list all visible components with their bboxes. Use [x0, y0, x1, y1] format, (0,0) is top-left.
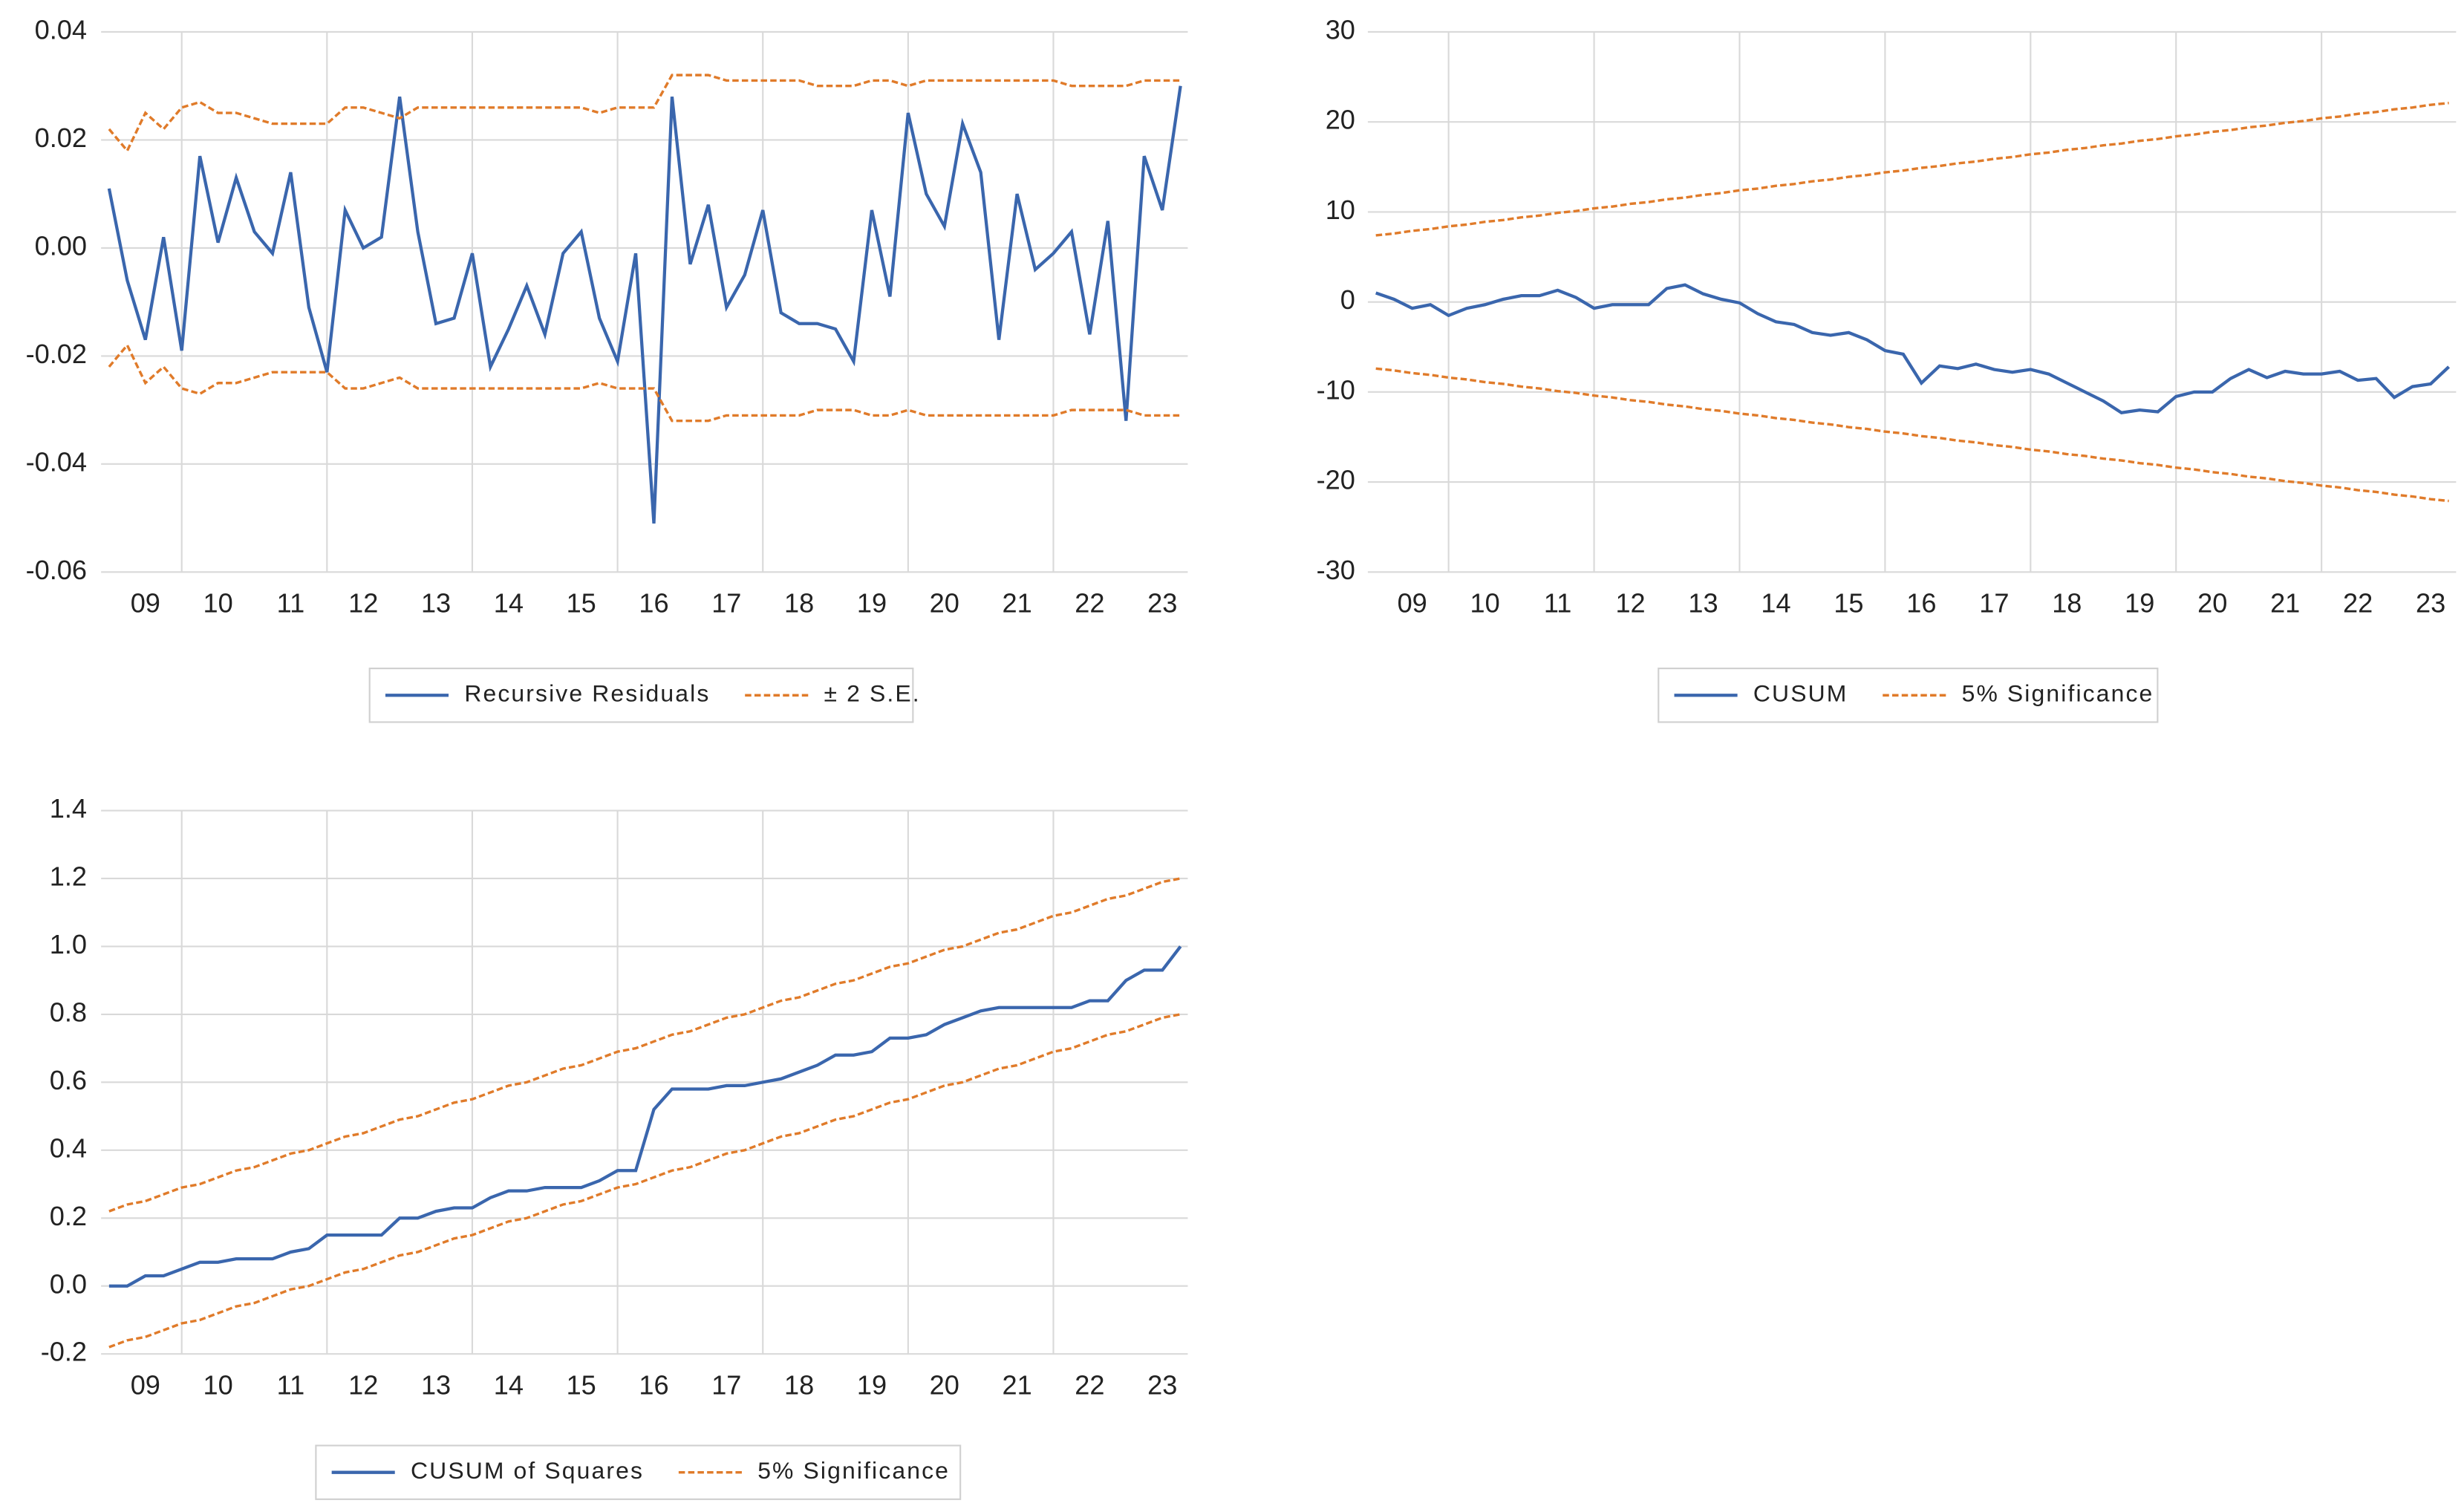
x-tick-label: 17 — [711, 1369, 741, 1400]
x-tick-label: 20 — [2197, 588, 2227, 619]
x-tick-label: 18 — [784, 588, 814, 619]
y-tick-label: 10 — [1326, 195, 1355, 225]
series-line — [108, 1013, 1181, 1349]
y-tick-label: 0 — [1340, 284, 1355, 315]
x-tick-label: 14 — [494, 1369, 524, 1400]
x-tick-label: 14 — [1761, 588, 1790, 619]
series-line — [107, 85, 1182, 524]
y-tick-label: -0.04 — [26, 446, 87, 477]
series-line — [108, 877, 1181, 1213]
y-tick-label: -10 — [1317, 374, 1355, 405]
x-tick-label: 09 — [131, 1369, 160, 1400]
y-tick-label: -0.2 — [41, 1337, 87, 1367]
y-tick-label: 1.2 — [50, 861, 87, 892]
x-tick-label: 11 — [1544, 588, 1572, 619]
x-tick-label: 21 — [2270, 588, 2300, 619]
x-tick-label: 09 — [1398, 588, 1427, 619]
x-tick-label: 13 — [421, 588, 451, 619]
x-tick-label: 11 — [277, 1369, 305, 1400]
x-tick-label: 16 — [1906, 588, 1936, 619]
x-tick-label: 12 — [348, 588, 378, 619]
y-tick-label: -0.02 — [26, 339, 87, 369]
x-tick-label: 15 — [1834, 588, 1863, 619]
x-tick-label: 14 — [494, 588, 524, 619]
x-tick-label: 22 — [1075, 588, 1104, 619]
x-tick-label: 13 — [421, 1369, 451, 1400]
x-tick-label: 23 — [1147, 1369, 1177, 1400]
legend-label: 5% Significance — [1962, 680, 2154, 707]
x-tick-label: 21 — [1002, 1369, 1031, 1400]
legend-label: ± 2 S.E. — [824, 680, 921, 707]
y-tick-label: 0.0 — [50, 1268, 87, 1299]
x-tick-label: 17 — [1979, 588, 2009, 619]
x-tick-label: 21 — [1002, 588, 1031, 619]
y-tick-label: 0.00 — [35, 230, 87, 261]
x-tick-label: 12 — [1615, 588, 1645, 619]
x-tick-label: 15 — [567, 1369, 596, 1400]
x-tick-label: 15 — [567, 588, 596, 619]
x-tick-label: 10 — [1470, 588, 1500, 619]
y-tick-label: -0.06 — [26, 555, 87, 585]
legend-box — [1658, 668, 2159, 723]
y-tick-label: 20 — [1326, 105, 1355, 135]
x-tick-label: 19 — [2125, 588, 2154, 619]
x-tick-label: 17 — [711, 588, 741, 619]
x-tick-label: 22 — [1075, 1369, 1104, 1400]
y-tick-label: 0.6 — [50, 1065, 87, 1095]
x-tick-label: 10 — [203, 588, 233, 619]
x-tick-label: 23 — [1147, 588, 1177, 619]
x-tick-label: 18 — [784, 1369, 814, 1400]
y-tick-label: 0.02 — [35, 123, 87, 153]
legend-label: CUSUM of Squares — [411, 1457, 644, 1484]
legend-box — [315, 1444, 962, 1500]
x-tick-label: 11 — [277, 588, 305, 619]
y-tick-label: 0.04 — [35, 14, 87, 45]
y-tick-label: 0.8 — [50, 997, 87, 1027]
series-line — [1375, 283, 2451, 414]
series-line — [1375, 102, 2449, 237]
y-tick-label: 1.0 — [50, 929, 87, 959]
x-tick-label: 20 — [930, 1369, 959, 1400]
series-line — [108, 945, 1182, 1288]
x-tick-label: 12 — [348, 1369, 378, 1400]
x-tick-label: 19 — [857, 588, 887, 619]
legend-label: 5% Significance — [757, 1457, 950, 1484]
x-tick-label: 10 — [203, 1369, 233, 1400]
x-tick-label: 20 — [930, 588, 959, 619]
x-tick-label: 09 — [131, 588, 160, 619]
legend-label: Recursive Residuals — [464, 680, 710, 707]
x-tick-label: 23 — [2416, 588, 2445, 619]
x-tick-label: 18 — [2052, 588, 2082, 619]
x-tick-label: 19 — [857, 1369, 887, 1400]
legend-box — [368, 668, 914, 723]
y-tick-label: 0.2 — [50, 1201, 87, 1231]
y-tick-label: 0.4 — [50, 1132, 87, 1163]
x-tick-label: 16 — [639, 588, 668, 619]
legend-label: CUSUM — [1753, 680, 1848, 707]
y-tick-label: 1.4 — [50, 793, 87, 824]
x-tick-label: 16 — [639, 1369, 668, 1400]
x-tick-label: 13 — [1688, 588, 1718, 619]
series-line — [1375, 367, 2449, 503]
y-tick-label: 30 — [1326, 14, 1355, 45]
y-tick-label: -20 — [1317, 465, 1355, 495]
y-tick-label: -30 — [1317, 555, 1355, 585]
x-tick-label: 22 — [2343, 588, 2373, 619]
